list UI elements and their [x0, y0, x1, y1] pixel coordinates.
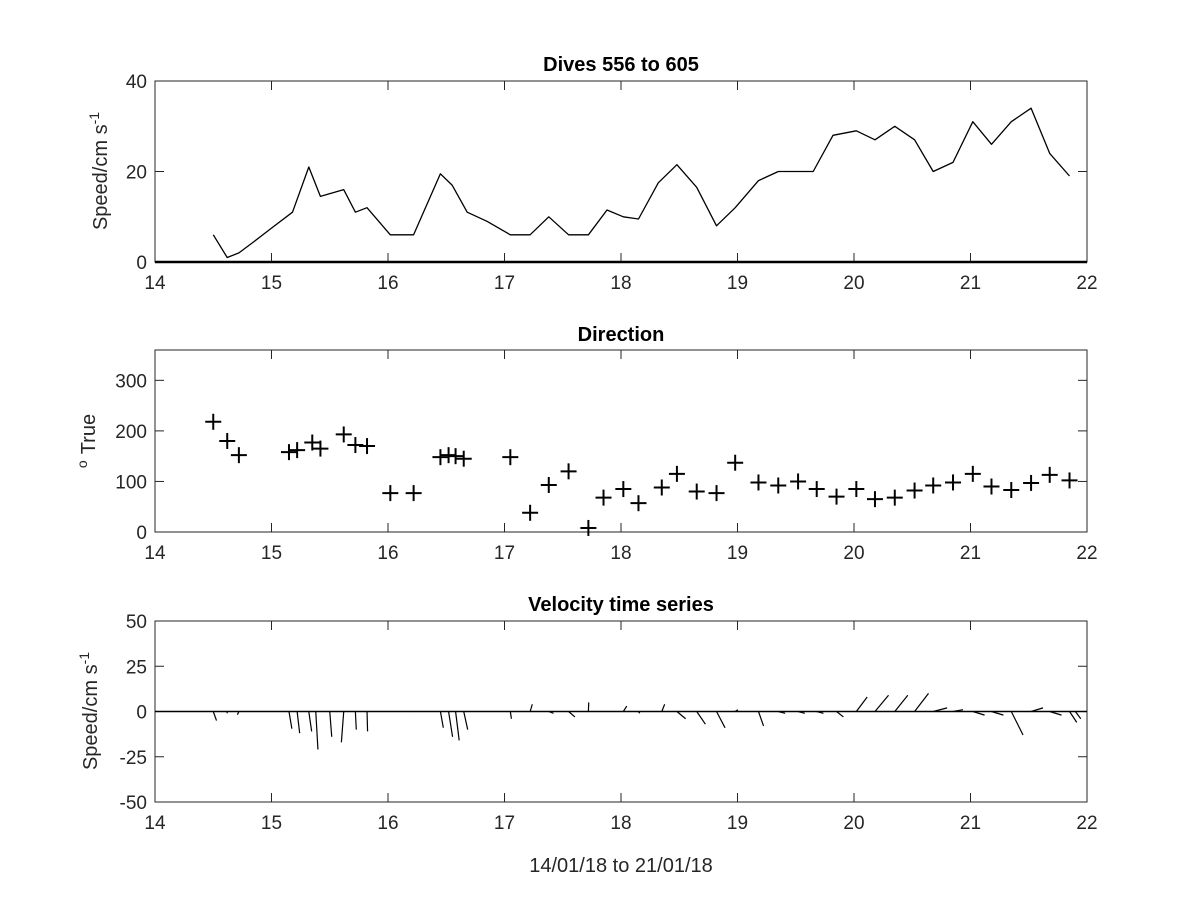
direction-ytick-label: 200	[115, 422, 147, 443]
speed-xtick-label: 22	[1076, 273, 1097, 294]
direction-panel: Direction o True 14 15 16 17 18 19 20 21 22 0 100 20…	[74, 324, 1098, 564]
speed-ylabel-sup: -1	[86, 112, 102, 125]
velocity-ytick-label: -25	[120, 748, 147, 769]
speed-plot-area	[155, 81, 1087, 262]
speed-ylabel: Speed/cm s-1	[86, 112, 112, 230]
velocity-title: Velocity time series	[528, 594, 714, 616]
direction-xtick-label: 22	[1076, 543, 1097, 564]
velocity-xtick-label: 16	[377, 813, 398, 834]
velocity-ytick-label: 25	[126, 657, 147, 678]
velocity-xtick-label: 19	[727, 813, 748, 834]
direction-ytick-label: 0	[136, 523, 147, 544]
direction-ylabel: o True	[74, 414, 100, 468]
direction-xtick-label: 17	[494, 543, 515, 564]
velocity-xtick-label: 21	[960, 813, 981, 834]
direction-xtick-label: 16	[377, 543, 398, 564]
velocity-ylabel-sup: -1	[76, 652, 92, 665]
direction-xtick-label: 20	[843, 543, 864, 564]
velocity-xtick-label: 17	[494, 813, 515, 834]
speed-xtick-label: 20	[843, 273, 864, 294]
velocity-ytick-label: -50	[120, 793, 147, 814]
velocity-xtick-label: 20	[843, 813, 864, 834]
velocity-ylabel-base: Speed/cm s	[80, 664, 102, 770]
speed-xtick-label: 14	[144, 273, 166, 294]
speed-xtick-label: 21	[960, 273, 981, 294]
direction-title: Direction	[578, 324, 665, 346]
velocity-ylabel: Speed/cm s-1	[76, 652, 102, 770]
velocity-xlabel: 14/01/18 to 21/01/18	[529, 855, 713, 877]
velocity-stick	[367, 712, 368, 732]
speed-xtick-label: 18	[610, 273, 631, 294]
direction-ytick-label: 100	[115, 472, 147, 493]
speed-xtick-label: 17	[494, 273, 515, 294]
velocity-xtick-label: 18	[610, 813, 631, 834]
velocity-xtick-label: 15	[261, 813, 282, 834]
velocity-ytick-label: 50	[126, 612, 147, 633]
speed-xtick-label: 15	[261, 273, 282, 294]
speed-title: Dives 556 to 605	[543, 54, 699, 76]
direction-xtick-label: 15	[261, 543, 282, 564]
speed-xtick-label: 16	[377, 273, 398, 294]
direction-ylabel-sup: o	[74, 460, 90, 468]
direction-xtick-label: 18	[610, 543, 631, 564]
direction-xtick-label: 21	[960, 543, 981, 564]
velocity-xtick-label: 14	[144, 813, 166, 834]
direction-xtick-label: 19	[727, 543, 748, 564]
speed-ytick-label: 0	[136, 253, 147, 274]
speed-ytick-label: 40	[126, 72, 147, 93]
speed-ytick-label: 20	[126, 163, 147, 184]
speed-panel: Dives 556 to 605 Speed/cm s-1 14 15 16 17 18…	[86, 54, 1098, 294]
velocity-panel: Velocity time series Speed/cm s-1 14/01/…	[76, 594, 1098, 877]
direction-xtick-label: 14	[144, 543, 166, 564]
speed-xtick-label: 19	[727, 273, 748, 294]
velocity-xtick-label: 22	[1076, 813, 1097, 834]
direction-ylabel-base: True	[78, 414, 100, 454]
velocity-ytick-label: 0	[136, 703, 147, 724]
direction-ytick-label: 300	[115, 371, 147, 392]
speed-ylabel-base: Speed/cm s	[90, 124, 112, 230]
direction-plot-area	[155, 350, 1087, 532]
